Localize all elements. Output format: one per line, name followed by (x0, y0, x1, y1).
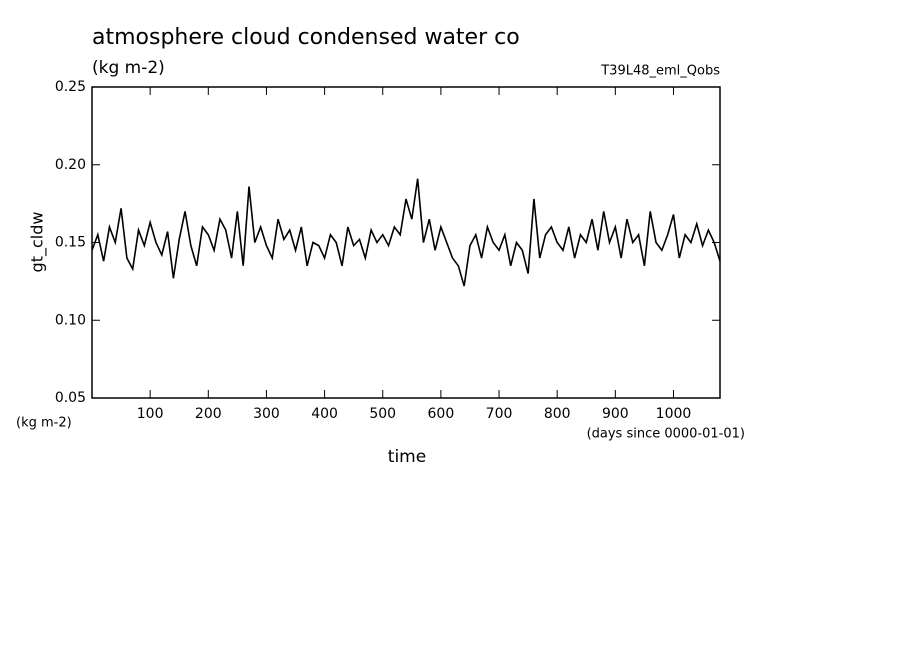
x-tick-label: 400 (311, 406, 338, 422)
x-tick-label: 1000 (656, 406, 692, 422)
x-axis-label: time (388, 447, 426, 467)
y-tick-label: 0.10 (55, 312, 86, 328)
x-tick-label: 300 (253, 406, 280, 422)
x-tick-label: 100 (137, 406, 164, 422)
x-tick-label: 500 (369, 406, 396, 422)
chart-subtitle: (kg m-2) (92, 58, 165, 78)
y-axis-units: (kg m-2) (16, 416, 72, 431)
chart-title: atmosphere cloud condensed water co (92, 25, 520, 50)
y-tick-label: 0.20 (55, 157, 86, 173)
y-axis-label: gt_cldw (28, 212, 48, 273)
y-tick-label: 0.25 (55, 79, 86, 95)
x-tick-label: 700 (486, 406, 513, 422)
y-tick-label: 0.05 (55, 390, 86, 406)
x-axis-units: (days since 0000-01-01) (587, 427, 745, 442)
annotation: T39L48_eml_Qobs (600, 64, 720, 79)
y-tick-label: 0.15 (55, 235, 86, 251)
x-tick-label: 900 (602, 406, 629, 422)
x-tick-label: 800 (544, 406, 571, 422)
data-line (91, 178, 721, 287)
x-tick-label: 200 (195, 406, 222, 422)
x-tick-label: 600 (428, 406, 455, 422)
